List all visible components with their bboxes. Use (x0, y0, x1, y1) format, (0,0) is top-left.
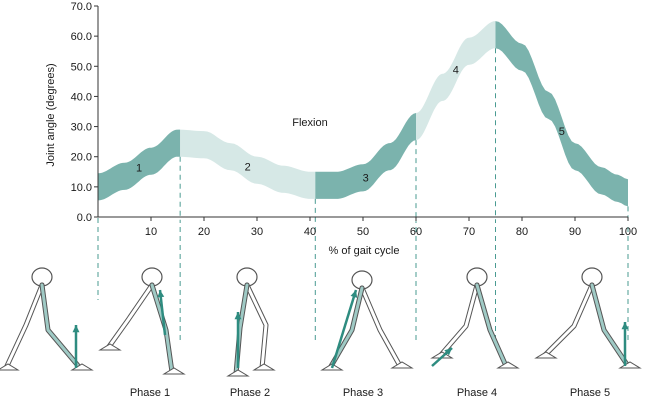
leg-bone-fill (4, 283, 44, 370)
stance-leg-fill (590, 283, 630, 368)
stance-leg-fill (328, 286, 364, 370)
force-arrow-head (234, 312, 242, 320)
force-arrow-head (444, 348, 452, 356)
skeleton-leg-icon (98, 267, 186, 375)
x-ticks: 10 20 30 40 50 60 70 80 90 100 (145, 217, 637, 238)
band-label-4: 4 (453, 64, 459, 76)
force-arrow (158, 289, 167, 336)
band-label-5: 5 (559, 126, 565, 138)
force-arrow (330, 289, 358, 369)
foot-shape (226, 369, 250, 377)
band-label-3: 3 (363, 172, 369, 184)
skeleton-leg-icon (320, 270, 414, 371)
leg-bone (541, 282, 595, 359)
x-tick-label: 10 (145, 226, 157, 238)
skeleton-leg-icon (0, 267, 94, 371)
leg-bone-fill (542, 283, 594, 358)
band-label-1: 1 (136, 163, 142, 175)
band-phase-4 (416, 21, 496, 141)
x-tick-label: 20 (198, 226, 210, 238)
stance-leg-fill (150, 283, 174, 374)
foot-shape (534, 351, 558, 359)
force-arrow-head (621, 322, 629, 330)
gait-figures (0, 267, 642, 377)
y-tick-label: 20.0 (71, 152, 92, 164)
force-arrow-head (157, 290, 165, 298)
band-phase-1 (98, 129, 181, 201)
phase-labels: Phase 1 Phase 2 Phase 3 Phase 4 Phase 5 (130, 387, 610, 399)
x-tick-label: 90 (569, 226, 581, 238)
y-ticks: 0.0 10.0 20.0 30.0 40.0 50.0 60.0 70.0 (71, 1, 98, 224)
foot-shape (390, 361, 414, 369)
stance-leg (589, 282, 631, 369)
skeleton-leg-icon (430, 267, 520, 369)
band-label-2: 2 (245, 162, 251, 174)
leg-bone (437, 282, 480, 359)
band-phase-3 (315, 113, 416, 199)
x-tick-label: 30 (251, 226, 263, 238)
band-phase-5 (495, 21, 628, 207)
y-tick-label: 40.0 (71, 91, 92, 103)
flexion-annotation: Flexion (292, 117, 327, 129)
foot-shape (496, 361, 520, 369)
foot-shape (0, 363, 20, 371)
foot-shape (98, 343, 122, 351)
skeleton-leg-icon (534, 267, 642, 369)
leg-bone-fill (360, 286, 402, 368)
foot-shape (162, 367, 186, 375)
phase-label-2: Phase 2 (230, 387, 270, 399)
phase-label-3: Phase 3 (343, 387, 383, 399)
force-arrow-head (72, 325, 80, 333)
y-tick-label: 30.0 (71, 122, 92, 134)
phase-label-5: Phase 5 (570, 387, 610, 399)
skeleton-leg-icon (226, 267, 276, 377)
y-tick-label: 50.0 (71, 61, 92, 73)
y-axis-title: Joint angle (degrees) (45, 63, 57, 166)
x-tick-label: 60 (410, 226, 422, 238)
x-tick-label: 70 (463, 226, 475, 238)
x-tick-label: 80 (516, 226, 528, 238)
x-tick-label: 50 (357, 226, 369, 238)
leg-bone-fill (438, 283, 479, 358)
stance-leg-fill (40, 283, 82, 370)
phase-label-1: Phase 1 (130, 387, 170, 399)
x-axis-title: % of gait cycle (329, 245, 400, 257)
y-tick-label: 10.0 (71, 182, 92, 194)
foot-shape (252, 363, 276, 371)
stance-leg-fill (475, 283, 508, 368)
leg-bone-fill (106, 283, 154, 350)
y-tick-label: 70.0 (71, 1, 92, 13)
leg-bone-fill (245, 283, 268, 370)
band-phase-2 (180, 129, 316, 199)
phase-dividers (97, 48, 629, 340)
x-tick-label: 40 (304, 226, 316, 238)
phase-label-4: Phase 4 (457, 387, 497, 399)
angle-bands: 1 2 3 4 5 (98, 21, 628, 207)
y-tick-label: 0.0 (77, 212, 92, 224)
force-arrow-head (350, 290, 358, 298)
y-tick-label: 60.0 (71, 31, 92, 43)
x-tick-label: 100 (619, 226, 637, 238)
